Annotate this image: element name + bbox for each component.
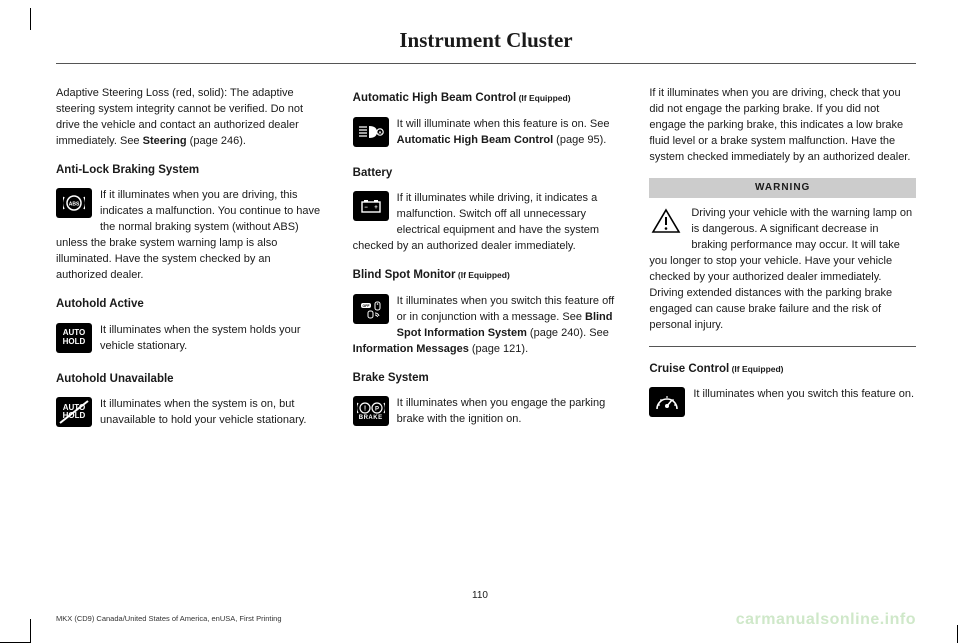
text: (page 95).	[553, 134, 606, 146]
section-title-abs: Anti-Lock Braking System	[56, 162, 323, 179]
page-title: Instrument Cluster	[56, 28, 916, 64]
ref-steering: Steering	[143, 135, 187, 147]
column-3: If it illuminates when you are driving, …	[649, 86, 916, 445]
watermark: carmanualsonline.info	[736, 611, 916, 629]
autohold-active-paragraph: AUTOHOLD It illuminates when the system …	[56, 323, 323, 359]
abs-text: If it illuminates when you are driving, …	[56, 189, 320, 281]
blindspot-icon: OFF	[353, 294, 389, 324]
highbeam-icon: A	[353, 117, 389, 147]
text: (page 121).	[469, 343, 528, 355]
svg-text:ABS: ABS	[69, 202, 80, 208]
section-title-cruise: Cruise Control (If Equipped)	[649, 361, 916, 378]
subtitle: (If Equipped)	[456, 270, 510, 280]
cruise-icon	[649, 387, 685, 417]
warning-heading: WARNING	[649, 178, 916, 199]
content-columns: Adaptive Steering Loss (red, solid): The…	[56, 86, 916, 445]
text: It will illuminate when this feature is …	[397, 118, 610, 130]
crop-mark	[0, 603, 56, 643]
page-number: 110	[0, 590, 960, 601]
brake-paragraph: !P BRAKE It illuminates when you engage …	[353, 396, 620, 432]
section-title-autohold-unavailable: Autohold Unavailable	[56, 371, 323, 388]
blindspot-paragraph: OFF It illuminates when you switch this …	[353, 294, 620, 358]
battery-icon: −+	[353, 191, 389, 221]
manual-page: Instrument Cluster Adaptive Steering Los…	[0, 0, 960, 643]
autohold-unavailable-icon: AUTOHOLD	[56, 397, 92, 427]
svg-text:+: +	[374, 205, 378, 211]
autohold-icon: AUTOHOLD	[56, 323, 92, 353]
section-title-blindspot: Blind Spot Monitor (If Equipped)	[353, 267, 620, 284]
section-title-autohold-active: Autohold Active	[56, 296, 323, 313]
svg-text:−: −	[364, 205, 368, 211]
footer-meta: MKX (CD9) Canada/United States of Americ…	[56, 614, 282, 623]
column-1: Adaptive Steering Loss (red, solid): The…	[56, 86, 323, 445]
section-title-battery: Battery	[353, 165, 620, 182]
ref-info-msg: Information Messages	[353, 343, 469, 355]
section-title-brake: Brake System	[353, 370, 620, 387]
cruise-paragraph: It illuminates when you switch this feat…	[649, 387, 916, 423]
subtitle: (If Equipped)	[516, 93, 570, 103]
cruise-text: It illuminates when you switch this feat…	[693, 388, 914, 400]
section-title-highbeam: Automatic High Beam Control (If Equipped…	[353, 90, 620, 107]
icon-line2: HOLD	[63, 338, 86, 346]
svg-text:OFF: OFF	[362, 304, 370, 308]
brake-driving-text: If it illuminates when you are driving, …	[649, 86, 916, 166]
autohold-active-text: It illuminates when the system holds you…	[100, 324, 301, 352]
autohold-unavailable-paragraph: AUTOHOLD It illuminates when the system …	[56, 397, 323, 433]
brake-icon: !P BRAKE	[353, 396, 389, 426]
highbeam-paragraph: A It will illuminate when this feature i…	[353, 117, 620, 153]
svg-text:!: !	[364, 406, 366, 413]
crop-mark	[954, 619, 960, 643]
autohold-unavailable-text: It illuminates when the system is on, bu…	[100, 398, 306, 426]
adaptive-steering-text: Adaptive Steering Loss (red, solid): The…	[56, 86, 323, 150]
column-2: Automatic High Beam Control (If Equipped…	[353, 86, 620, 445]
battery-text: If it illuminates while driving, it indi…	[353, 192, 599, 252]
title-text: Blind Spot Monitor	[353, 269, 456, 281]
abs-paragraph: ABS If it illuminates when you are drivi…	[56, 188, 323, 284]
text: (page 246).	[187, 135, 246, 147]
brake-text: It illuminates when you engage the parki…	[397, 397, 606, 425]
text: It illuminates when you switch this feat…	[397, 295, 614, 323]
ref-highbeam: Automatic High Beam Control	[397, 134, 553, 146]
battery-paragraph: −+ If it illuminates while driving, it i…	[353, 191, 620, 255]
title-text: Cruise Control	[649, 363, 729, 375]
crop-mark	[30, 8, 31, 30]
warning-icon	[649, 206, 683, 236]
warning-text: Driving your vehicle with the warning la…	[649, 207, 912, 331]
text: (page 240). See	[527, 327, 609, 339]
title-text: Automatic High Beam Control	[353, 92, 517, 104]
svg-text:P: P	[375, 407, 379, 413]
subtitle: (If Equipped)	[729, 364, 783, 374]
warning-body: Driving your vehicle with the warning la…	[649, 206, 916, 347]
abs-icon: ABS	[56, 188, 92, 218]
